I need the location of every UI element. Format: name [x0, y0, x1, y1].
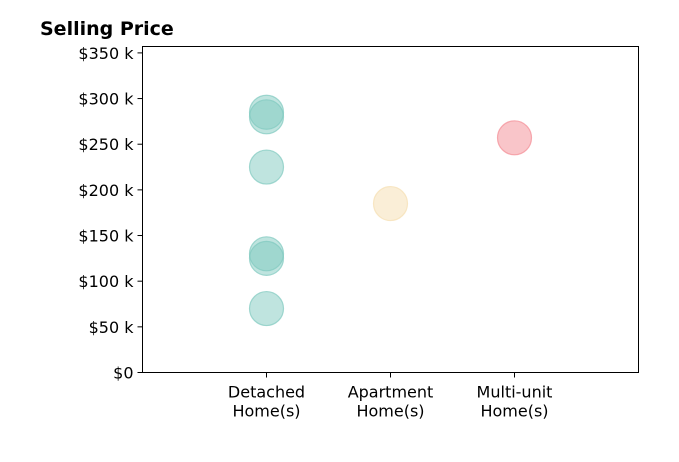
data-points [248, 94, 533, 327]
data-point[interactable] [248, 99, 285, 135]
data-point[interactable] [496, 120, 533, 156]
y-tick-label: $0 [113, 364, 133, 383]
data-point[interactable] [248, 290, 285, 327]
x-tick-label: Multi-unit Home(s) [477, 383, 553, 421]
data-point[interactable] [248, 240, 285, 276]
y-tick-label: $100 k [78, 272, 134, 291]
x-axis: Detached Home(s) Apartment Home(s) Multi-uni… [228, 372, 553, 421]
data-point[interactable] [248, 149, 285, 185]
x-tick-label: Detached Home(s) [228, 383, 305, 421]
y-tick-label: $250 k [78, 135, 134, 154]
y-tick-label: $350 k [78, 44, 134, 63]
y-tick-label: $150 k [78, 227, 134, 246]
x-tick-label: Apartment Home(s) [348, 383, 434, 421]
data-point[interactable] [372, 185, 409, 222]
y-axis: $0 $50 k $100 k $150 k $200 k $250 k $300 k $35… [78, 44, 143, 383]
y-tick-label: $200 k [78, 181, 134, 200]
y-tick-label: $300 k [78, 90, 134, 109]
chart-title: Selling Price [40, 18, 174, 40]
y-tick-label: $50 k [89, 318, 135, 337]
